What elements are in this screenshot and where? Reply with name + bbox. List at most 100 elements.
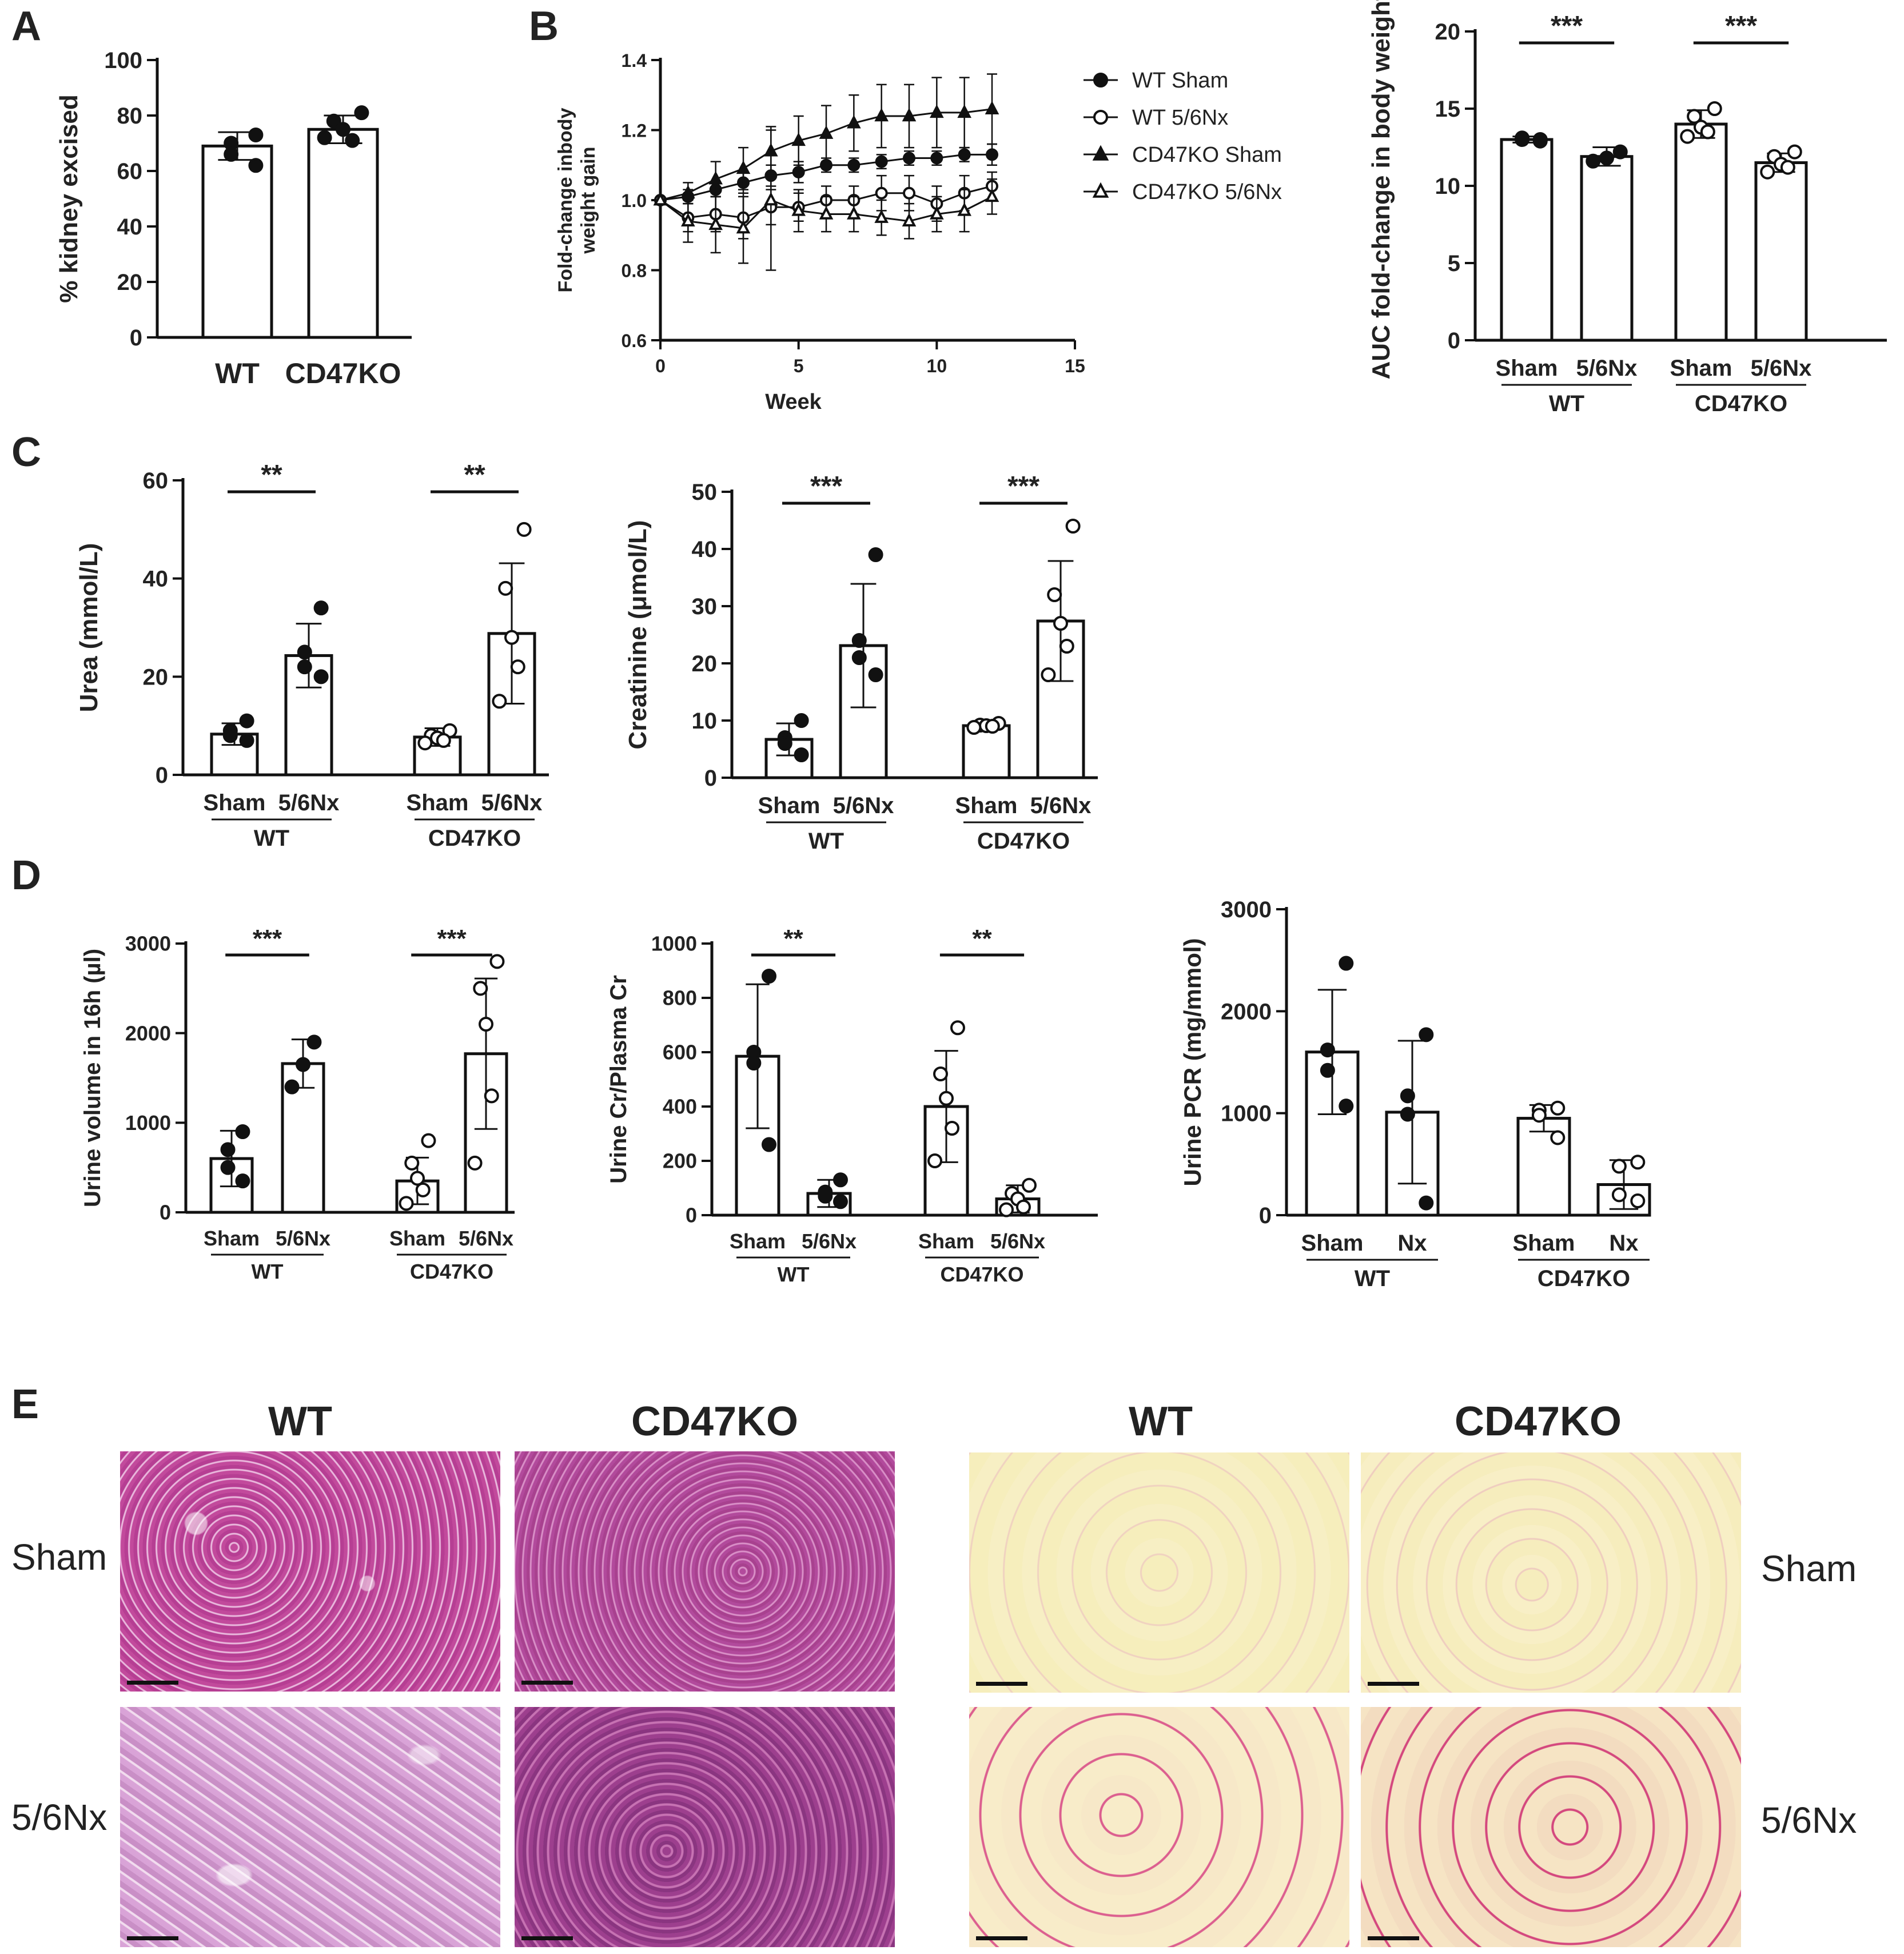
y-axis-label: AUC fold-change in body weight <box>1367 0 1395 380</box>
e-col-ko-sr: CD47KO <box>1455 1399 1622 1444</box>
data-point <box>761 969 776 984</box>
significance-label: ** <box>261 460 282 490</box>
significance-label: *** <box>1725 11 1757 41</box>
panel-letter-c: C <box>11 429 41 475</box>
y-tick-label: 800 <box>663 986 697 1010</box>
chart-c2: 0 10 20 30 40 50 Creatinine (μmol/L) Sham 5/6Nx S… <box>624 471 1098 854</box>
scale-bar <box>127 1936 178 1940</box>
x-category-label: 5/6Nx <box>459 1227 513 1250</box>
significance-label: *** <box>437 925 467 953</box>
data-point <box>297 644 312 660</box>
x-tick-label: 5 <box>794 356 804 376</box>
data-point <box>1065 519 1081 534</box>
data-point <box>1320 1062 1335 1078</box>
data-point <box>875 155 888 168</box>
y-tick-label: 0 <box>156 763 168 788</box>
micrograph-sr-ko-nx <box>1361 1707 1741 1947</box>
significance-label: *** <box>1007 471 1039 502</box>
data-point <box>473 981 488 996</box>
data-point <box>404 1155 420 1171</box>
micrograph-sr-wt-nx <box>969 1707 1349 1947</box>
x-tick-label: 15 <box>1065 356 1085 376</box>
data-point <box>958 148 971 161</box>
data-point <box>306 1034 322 1050</box>
data-point <box>851 633 867 648</box>
y-tick-label: 20 <box>692 651 718 676</box>
x-category-label: Sham <box>1301 1231 1364 1256</box>
legend-label: WT Sham <box>1132 69 1228 93</box>
significance-label: ** <box>783 925 803 953</box>
x-category-label: 5/6Nx <box>481 790 543 815</box>
y-axis-label: Urine Cr/Plasma Cr <box>606 975 631 1184</box>
y-tick-label: 3000 <box>125 932 171 956</box>
x-group-label: CD47KO <box>1695 391 1787 416</box>
data-point <box>296 1057 310 1072</box>
data-point <box>930 152 943 165</box>
scale-bar <box>521 1936 573 1940</box>
data-point <box>1687 109 1702 124</box>
data-point <box>284 1079 300 1095</box>
data-point <box>903 186 915 200</box>
data-point <box>248 127 264 142</box>
data-point <box>950 1020 965 1036</box>
data-point <box>736 160 751 174</box>
data-point <box>930 104 944 118</box>
y-tick-label: 100 <box>104 48 142 73</box>
data-point <box>399 1196 414 1211</box>
x-category-label: Sham <box>730 1229 786 1253</box>
data-point <box>345 133 360 148</box>
data-point <box>985 188 999 202</box>
data-point <box>868 547 883 562</box>
panel-letter-b: B <box>529 3 559 49</box>
data-point <box>930 206 944 220</box>
data-point <box>966 720 982 735</box>
y-tick-label: 40 <box>143 567 169 592</box>
panel-letter-e: E <box>11 1382 39 1427</box>
data-point <box>1419 1027 1434 1042</box>
chart-b2: 0 5 10 15 20 AUC fold-change in body weight Sh… <box>1367 0 1887 416</box>
data-point <box>708 216 723 230</box>
y-tick-label: 20 <box>117 270 143 295</box>
x-tick-label: 0 <box>655 356 666 376</box>
data-point <box>1532 133 1548 149</box>
x-group-label: WT <box>808 829 844 854</box>
data-point <box>224 146 239 162</box>
x-category-label: 5/6Nx <box>276 1227 330 1250</box>
scale-bar <box>976 1682 1027 1686</box>
data-point <box>933 1066 949 1081</box>
x-group-label: CD47KO <box>977 829 1070 854</box>
y-axis-label: Urine volume in 16h (µl) <box>80 949 105 1207</box>
legend-marker <box>1093 73 1108 87</box>
significance-label: ** <box>972 925 992 953</box>
bar <box>201 144 273 339</box>
data-point <box>1059 639 1074 654</box>
micrograph-sr-wt-sham <box>969 1452 1349 1693</box>
x-category-label: Sham <box>389 1227 445 1250</box>
chart-d3: 0 1000 2000 3000 Urine PCR (mg/mmol) Sham Nx Sh… <box>1179 897 1651 1291</box>
x-category-label: 5/6Nx <box>1751 356 1812 381</box>
data-point <box>436 733 451 748</box>
x-axis-label: Week <box>765 390 822 414</box>
significance-label: ** <box>464 460 485 490</box>
data-point <box>317 130 332 145</box>
x-category-label: Sham <box>758 793 820 818</box>
significance-label: *** <box>810 471 842 502</box>
micrograph-he-wt-sham <box>120 1451 500 1692</box>
data-point <box>985 101 999 114</box>
chart-b1: 0.6 0.8 1.0 1.2 1.4 0 5 10 15 Week Fold-change inb… <box>555 50 1282 414</box>
data-point <box>1515 132 1530 147</box>
significance-label: *** <box>1551 11 1583 41</box>
legend-label: CD47KO Sham <box>1132 143 1282 167</box>
x-group-label: WT <box>252 1260 284 1283</box>
data-point <box>819 125 834 139</box>
x-category-label: Sham <box>918 1229 974 1253</box>
y-axis-label: Creatinine (μmol/L) <box>624 520 652 750</box>
data-point <box>222 728 238 743</box>
data-point <box>1707 101 1722 116</box>
x-group-label: WT <box>1549 391 1584 416</box>
legend-label: CD47KO 5/6Nx <box>1132 180 1282 204</box>
micrograph-he-ko-sham <box>515 1451 895 1692</box>
series-2: CD47KO Sham <box>653 73 1282 206</box>
data-point <box>1630 1193 1646 1209</box>
data-point <box>239 713 254 729</box>
